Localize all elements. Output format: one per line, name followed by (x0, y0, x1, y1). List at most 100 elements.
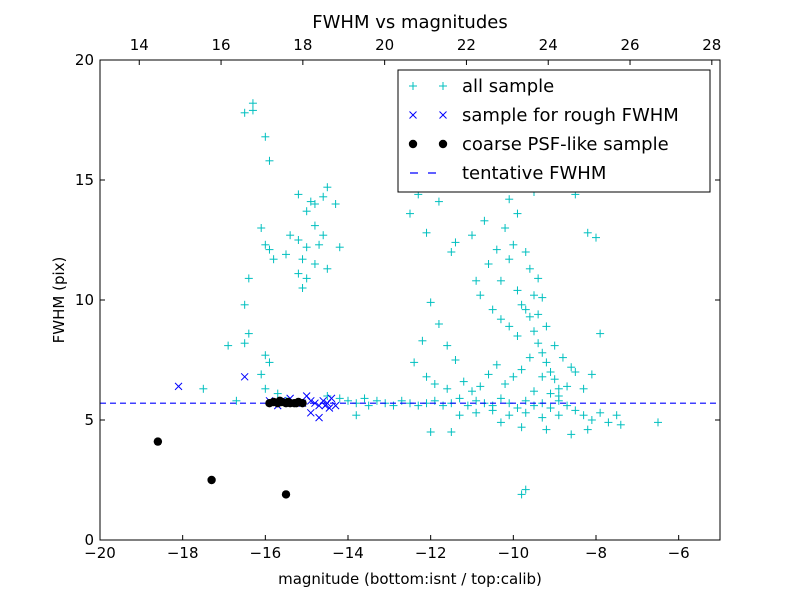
all-sample-point (248, 99, 257, 108)
all-sample-point (538, 293, 547, 302)
all-sample-point (310, 221, 319, 230)
rough-sample-point-b (325, 404, 334, 412)
x-tick-label: −16 (250, 544, 282, 562)
all-sample-point (554, 392, 563, 400)
all-sample-point (232, 396, 241, 405)
all-sample-point (534, 310, 543, 319)
top-tick-label: 26 (620, 36, 639, 54)
all-sample-point (521, 248, 530, 256)
x-tick-label: −6 (668, 544, 690, 562)
y-tick-label: 5 (84, 411, 94, 429)
all-sample-point (546, 404, 555, 412)
top-tick-label: 14 (130, 36, 149, 54)
legend-marker-rough-1 (409, 111, 417, 119)
x-tick-label: −10 (498, 544, 530, 562)
rough-sample-point-b (319, 396, 328, 405)
all-sample-point (596, 408, 605, 417)
x-tick-label: −14 (332, 544, 364, 562)
all-sample-point (505, 255, 514, 264)
all-sample-point (294, 236, 303, 244)
all-sample-point (265, 358, 274, 367)
top-tick-label: 22 (457, 36, 476, 54)
all-sample-point (261, 240, 270, 249)
all-sample-point (302, 274, 311, 283)
all-sample-point (563, 382, 572, 391)
all-sample-point (306, 197, 315, 206)
psf-sample-point (207, 475, 216, 485)
all-sample-point (422, 228, 431, 237)
all-sample-point (310, 260, 319, 268)
rough-sample-point-b (331, 401, 340, 410)
y-tick-label: 15 (75, 171, 94, 189)
all-sample-point (517, 423, 526, 432)
all-sample-point (505, 322, 514, 331)
rough-sample-point (306, 396, 315, 405)
all-sample-point (323, 264, 332, 273)
legend-marker-rough-2 (439, 111, 447, 119)
rough-sample-point (174, 382, 183, 391)
all-sample-point (484, 370, 493, 379)
y-tick-label: 0 (84, 531, 94, 549)
all-sample-point (414, 401, 423, 410)
all-sample-point (546, 389, 555, 398)
all-sample-point (538, 413, 547, 422)
all-sample-point (451, 238, 460, 247)
all-sample-point (447, 248, 456, 256)
all-sample-point (579, 384, 588, 393)
all-sample-point (261, 351, 270, 360)
all-sample-point (496, 418, 505, 427)
all-sample-point (224, 341, 233, 350)
legend-marker-psf-1 (408, 139, 418, 149)
all-sample-point (604, 418, 613, 427)
all-sample-point (323, 392, 332, 400)
all-sample-point (530, 327, 538, 336)
all-sample-point (261, 384, 270, 393)
rough-sample-point-b (240, 372, 249, 381)
all-sample-point (472, 408, 481, 417)
legend-label-tentative-fwhm: tentative FWHM (462, 163, 606, 184)
legend-marker-rough-1-b (409, 111, 417, 119)
all-sample-point (315, 240, 324, 249)
all-sample-point (525, 264, 534, 273)
all-sample-point (596, 329, 605, 338)
all-sample-point (364, 401, 373, 410)
all-sample-point (443, 341, 452, 350)
psf-sample-point (298, 399, 307, 408)
all-sample-point (294, 269, 303, 278)
all-sample-point (410, 358, 419, 367)
all-sample-point (468, 387, 476, 396)
rough-sample-point-b (321, 401, 330, 410)
rough-sample-point (306, 408, 315, 417)
all-sample-point (248, 106, 257, 115)
legend-label-rough-sample: sample for rough FWHM (462, 105, 679, 126)
all-sample-point (567, 363, 576, 372)
all-sample-point (654, 418, 662, 427)
all-sample-point (455, 394, 464, 403)
all-sample-point (513, 209, 522, 218)
all-sample-point (335, 394, 344, 403)
all-sample-point (496, 276, 505, 285)
all-sample-point (406, 209, 414, 218)
all-sample-point (459, 377, 468, 386)
rough-sample-point (311, 399, 319, 408)
rough-sample-point (331, 401, 340, 410)
rough-sample-point-b (174, 382, 183, 391)
legend-marker-all-sample-1 (409, 82, 417, 90)
all-sample-point (496, 394, 505, 403)
all-sample-point (344, 396, 352, 405)
all-sample-point (501, 224, 510, 232)
rough-sample-point-b (306, 408, 315, 417)
all-sample-point (319, 231, 328, 240)
all-sample-point (534, 274, 543, 283)
rough-sample-point (325, 404, 334, 412)
all-sample-point (571, 406, 580, 415)
ticks-layer: −20 −18 −16 −14 −12 −10 −8 −6 14 16 18 20 22 24 26 28 0 5… (75, 36, 721, 562)
all-sample-point (513, 404, 522, 412)
all-sample-point (542, 425, 551, 434)
all-sample-point (583, 425, 592, 434)
all-sample-point (616, 420, 625, 429)
all-sample-point (587, 370, 596, 379)
y-tick-label: 10 (75, 291, 94, 309)
all-sample-point (517, 300, 526, 309)
all-sample-point (240, 108, 249, 117)
